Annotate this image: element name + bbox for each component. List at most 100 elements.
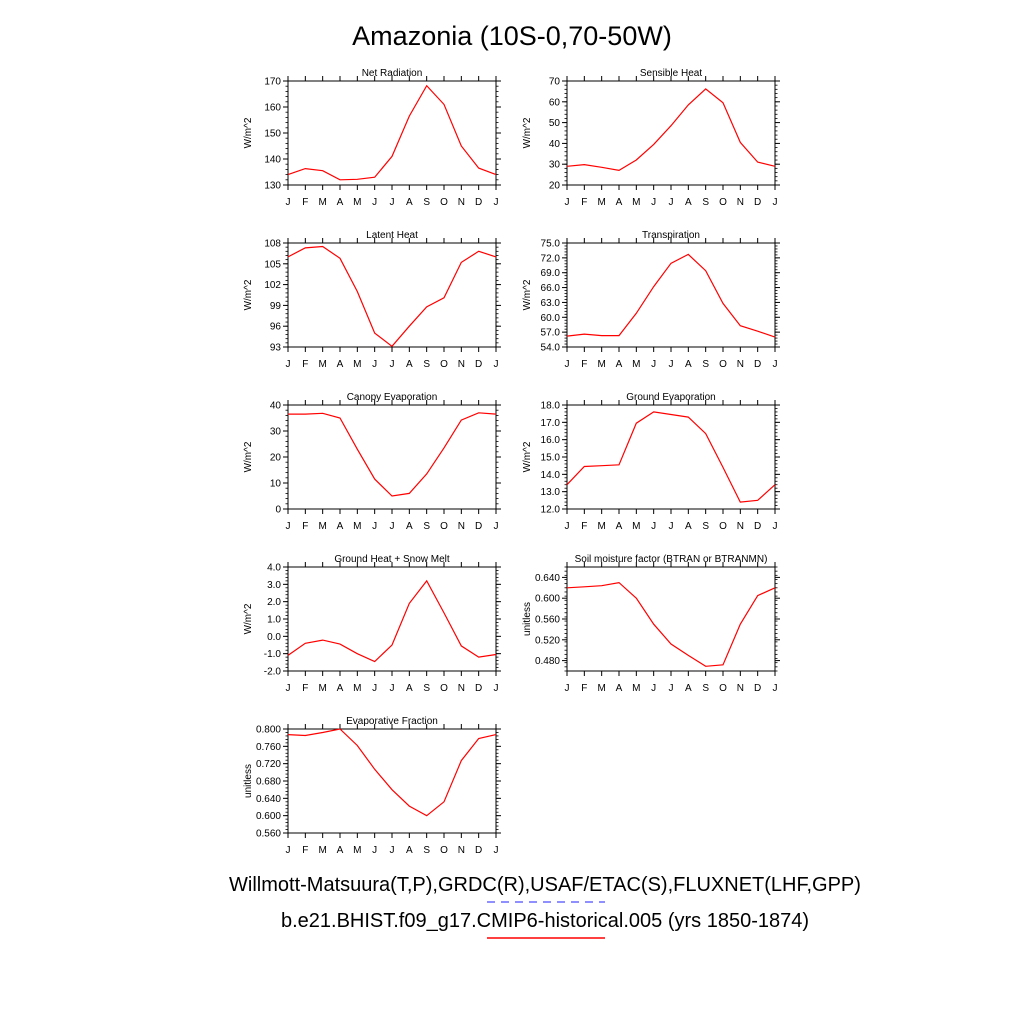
ground-evaporation-xtick-label: J — [773, 521, 778, 532]
latent-heat-xtick-label: S — [423, 359, 430, 370]
ground-heat-snow-melt-ytick-label: 1.0 — [267, 615, 281, 626]
ground-heat-snow-melt-xtick-label: N — [458, 683, 465, 694]
canopy-evaporation-xtick-label: N — [458, 521, 465, 532]
evaporative-fraction-xtick-label: S — [423, 845, 430, 856]
soil-moisture-factor-btran-or-btranmn-xtick-label: M — [597, 683, 605, 694]
transpiration-xtick-label: J — [565, 359, 570, 370]
sensible-heat-ytick-label: 70 — [549, 77, 561, 88]
transpiration-series-line — [566, 253, 776, 338]
ground-heat-snow-melt-xtick-label: J — [372, 683, 377, 694]
latent-heat-xtick-label: M — [318, 359, 326, 370]
ground-heat-snow-melt-ytick-label: -2.0 — [264, 667, 282, 678]
transpiration-ytick-label: 60.0 — [541, 313, 561, 324]
ground-heat-snow-melt-xtick-label: F — [302, 683, 308, 694]
panel-transpiration: Transpiration W/m^2 54.0 57.0 60.0 63.0 66.0 69… — [522, 230, 780, 370]
net-radiation-series-line — [287, 84, 497, 181]
ground-evaporation-ytick-label: 18.0 — [541, 401, 561, 412]
soil-moisture-factor-btran-or-btranmn-ytick-label: 0.560 — [535, 615, 560, 626]
panel-evaporative-fraction: Evaporative Fraction unitless 0.560 0.600 0.… — [243, 716, 501, 856]
sensible-heat-xtick-label: J — [651, 197, 656, 208]
net-radiation-xtick-label: J — [286, 197, 291, 208]
net-radiation-xtick-label: J — [372, 197, 377, 208]
latent-heat-xtick-label: J — [286, 359, 291, 370]
ground-heat-snow-melt-ytick-label: 2.0 — [267, 597, 281, 608]
evaporative-fraction-xtick-label: J — [494, 845, 499, 856]
canopy-evaporation-xtick-label: S — [423, 521, 430, 532]
net-radiation-xtick-label: J — [494, 197, 499, 208]
net-radiation-xtick-label: D — [475, 197, 482, 208]
soil-moisture-factor-btran-or-btranmn-xtick-label: S — [702, 683, 709, 694]
sensible-heat-xtick-label: M — [597, 197, 605, 208]
ground-heat-snow-melt-xtick-label: M — [318, 683, 326, 694]
net-radiation-xtick-label: A — [406, 197, 413, 208]
soil-moisture-factor-btran-or-btranmn-xtick-label: J — [669, 683, 674, 694]
transpiration-xtick-label: D — [754, 359, 761, 370]
evaporative-fraction-title: Evaporative Fraction — [346, 716, 438, 727]
sensible-heat-xtick-label: J — [773, 197, 778, 208]
net-radiation-ytick-label: 170 — [264, 77, 281, 88]
canopy-evaporation-frame — [287, 404, 497, 510]
canopy-evaporation-xtick-label: J — [372, 521, 377, 532]
latent-heat-ytick-label: 99 — [270, 301, 282, 312]
ground-evaporation-xtick-label: J — [651, 521, 656, 532]
net-radiation-xtick-label: A — [337, 197, 344, 208]
latent-heat-xtick-label: M — [353, 359, 361, 370]
panel-ground-evaporation: Ground Evaporation W/m^2 12.0 13.0 14.0 15.0 1… — [522, 392, 780, 532]
ground-evaporation-frame — [566, 404, 776, 510]
transpiration-frame — [566, 242, 776, 348]
soil-moisture-factor-btran-or-btranmn-series-line — [566, 581, 776, 667]
soil-moisture-factor-btran-or-btranmn-xtick-label: F — [581, 683, 587, 694]
transpiration-ytick-label: 54.0 — [541, 343, 561, 354]
ground-heat-snow-melt-ytick-label: -1.0 — [264, 649, 282, 660]
canopy-evaporation-series-line — [288, 412, 497, 497]
canopy-evaporation-xtick-label: A — [337, 521, 344, 532]
evaporative-fraction-xtick-label: O — [440, 845, 448, 856]
transpiration-xtick-label: A — [616, 359, 623, 370]
soil-moisture-factor-btran-or-btranmn-title: Soil moisture factor (BTRAN or BTRANMN) — [575, 554, 768, 565]
canopy-evaporation-ytick-label: 40 — [270, 401, 282, 412]
ground-evaporation-ytick-label: 17.0 — [541, 418, 561, 429]
evaporative-fraction-xtick-label: F — [302, 845, 308, 856]
latent-heat-xtick-label: N — [458, 359, 465, 370]
ground-heat-snow-melt-title: Ground Heat + Snow Melt — [334, 554, 450, 565]
canopy-evaporation-title: Canopy Evaporation — [347, 392, 438, 403]
ground-evaporation-xtick-label: D — [754, 521, 761, 532]
ground-heat-snow-melt-frame — [287, 566, 497, 672]
canopy-evaporation-ytick-label: 0 — [275, 505, 281, 516]
evaporative-fraction-xtick-label: J — [372, 845, 377, 856]
net-radiation-ytick-label: 130 — [264, 181, 281, 192]
sensible-heat-xtick-label: D — [754, 197, 761, 208]
ground-heat-snow-melt-xtick-label: O — [440, 683, 448, 694]
net-radiation-frame — [287, 80, 497, 186]
net-radiation-ylabel: W/m^2 — [243, 117, 254, 148]
net-radiation-ytick-label: 150 — [264, 129, 281, 140]
ground-evaporation-ylabel: W/m^2 — [522, 441, 533, 472]
sensible-heat-ytick-label: 40 — [549, 139, 561, 150]
ground-heat-snow-melt-xtick-label: M — [353, 683, 361, 694]
net-radiation-xtick-label: M — [318, 197, 326, 208]
sensible-heat-title: Sensible Heat — [640, 68, 702, 79]
sensible-heat-xtick-label: S — [702, 197, 709, 208]
evaporative-fraction-xtick-label: M — [318, 845, 326, 856]
latent-heat-frame — [287, 242, 497, 348]
ground-evaporation-xtick-label: J — [565, 521, 570, 532]
sensible-heat-xtick-label: M — [632, 197, 640, 208]
canopy-evaporation-xtick-label: D — [475, 521, 482, 532]
panel-ground-heat-snow-melt: Ground Heat + Snow Melt W/m^2 -2.0 -1.0 0.0 1… — [243, 554, 501, 694]
ground-heat-snow-melt-ytick-label: 3.0 — [267, 580, 281, 591]
ground-heat-snow-melt-xtick-label: J — [390, 683, 395, 694]
latent-heat-xtick-label: J — [494, 359, 499, 370]
sensible-heat-xtick-label: A — [685, 197, 692, 208]
latent-heat-xtick-label: D — [475, 359, 482, 370]
latent-heat-xtick-label: A — [337, 359, 344, 370]
ground-heat-snow-melt-xtick-label: J — [286, 683, 291, 694]
sensible-heat-series-line — [566, 88, 776, 172]
transpiration-xtick-label: M — [597, 359, 605, 370]
evaporative-fraction-ytick-label: 0.640 — [256, 794, 281, 805]
net-radiation-xtick-label: M — [353, 197, 361, 208]
canopy-evaporation-xtick-label: J — [390, 521, 395, 532]
ground-evaporation-xtick-label: M — [632, 521, 640, 532]
